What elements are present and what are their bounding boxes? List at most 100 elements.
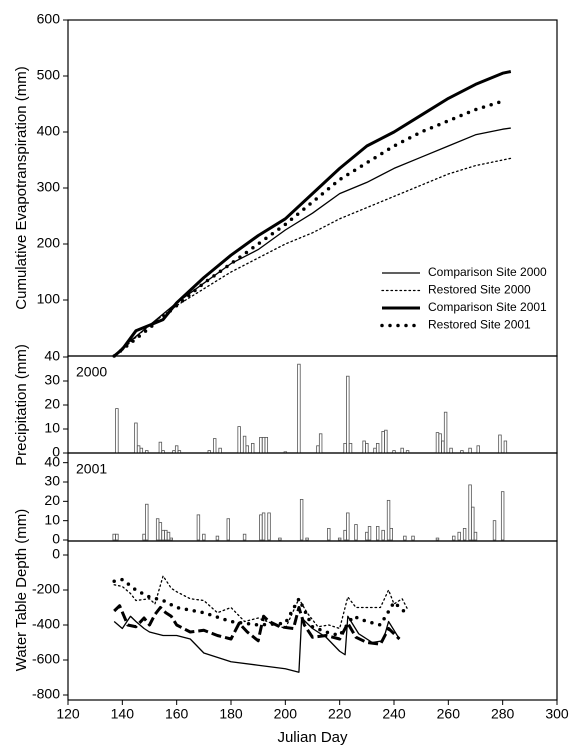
bar	[373, 447, 377, 454]
bar	[316, 445, 320, 454]
bar	[242, 533, 247, 541]
y-tick-label: -800	[32, 686, 60, 702]
bar	[343, 529, 347, 541]
bar	[115, 408, 119, 454]
bar	[212, 438, 217, 454]
bar	[337, 537, 342, 541]
y-axis-title: Cumulative Evapotranspiration (mm)	[13, 66, 30, 309]
bar	[375, 442, 380, 454]
bar	[384, 429, 388, 454]
x-tick-label: 180	[219, 706, 243, 722]
y-tick-label: 20	[44, 492, 60, 508]
x-tick-label: 280	[491, 706, 515, 722]
legend-label: Restored Site 2001	[428, 318, 531, 332]
bar	[381, 529, 385, 541]
bar	[226, 518, 230, 541]
bar	[476, 445, 480, 454]
bar	[365, 531, 369, 541]
bar	[264, 436, 269, 454]
bar	[196, 514, 201, 541]
y-tick-label: 400	[37, 123, 61, 139]
x-tick-label: 300	[545, 706, 569, 722]
bar	[237, 426, 241, 454]
x-tick-label: 220	[328, 706, 352, 722]
bar	[462, 528, 467, 541]
bar	[142, 533, 146, 541]
bar	[251, 442, 255, 454]
bar	[297, 363, 301, 454]
bar	[441, 440, 445, 454]
bar	[438, 433, 442, 454]
y-tick-label: 40	[44, 453, 60, 469]
bar	[400, 447, 404, 454]
bar	[473, 531, 478, 541]
bar	[145, 503, 149, 541]
data-line	[113, 604, 401, 646]
bar	[166, 531, 171, 541]
bar	[411, 535, 415, 541]
x-tick-label: 260	[437, 706, 461, 722]
y-tick-label: 300	[37, 179, 61, 195]
bar	[242, 435, 247, 454]
bar	[435, 432, 440, 454]
panel-frame	[67, 452, 558, 542]
bar	[389, 528, 393, 541]
panel-frame	[67, 540, 558, 701]
bar	[261, 436, 266, 454]
data-line	[113, 575, 409, 630]
data-line	[112, 99, 505, 358]
data-line	[112, 577, 410, 638]
bar	[139, 447, 144, 454]
y-tick-label: 200	[37, 235, 61, 251]
bar	[259, 514, 263, 541]
y-tick-label: -200	[32, 581, 60, 597]
x-tick-label: 140	[111, 706, 135, 722]
y-tick-label: 10	[44, 511, 60, 527]
bar	[164, 529, 168, 541]
legend-label: Restored Site 2000	[428, 283, 531, 297]
bar	[259, 436, 263, 454]
bar	[278, 537, 282, 541]
y-axis-title: Precipitation (mm)	[13, 344, 30, 466]
bar	[112, 533, 116, 541]
y-tick-label: 500	[37, 67, 61, 83]
data-line	[113, 70, 512, 358]
y-tick-label: 0	[52, 531, 60, 547]
bar	[136, 445, 141, 454]
bar	[375, 526, 380, 541]
bar	[343, 442, 347, 454]
bar	[174, 445, 179, 454]
bar	[161, 529, 165, 541]
bar	[503, 440, 508, 454]
bar	[492, 520, 497, 541]
data-line	[113, 127, 511, 357]
bar	[354, 524, 358, 541]
bar	[134, 422, 138, 454]
y-tick-label: 0	[52, 444, 60, 460]
bar	[299, 498, 304, 541]
bar	[169, 537, 173, 541]
bar	[468, 484, 472, 541]
bar	[215, 535, 220, 541]
panel-label: 2000	[76, 364, 107, 380]
bar	[457, 531, 461, 541]
y-tick-label: 40	[44, 348, 60, 364]
legend-label: Comparison Site 2000	[428, 265, 547, 279]
y-tick-label: 20	[44, 396, 60, 412]
y-tick-label: 30	[44, 372, 60, 388]
bar	[471, 506, 475, 541]
y-tick-label: 10	[44, 420, 60, 436]
bar	[261, 512, 266, 541]
bar	[267, 512, 271, 541]
bar	[202, 533, 206, 541]
y-tick-label: 0	[52, 546, 60, 562]
bar	[115, 533, 119, 541]
bar	[381, 430, 385, 454]
panel-frame	[67, 355, 558, 454]
x-tick-label: 240	[382, 706, 406, 722]
bar	[346, 512, 350, 541]
x-tick-label: 120	[56, 706, 80, 722]
bar	[498, 434, 502, 454]
bar	[158, 522, 163, 541]
